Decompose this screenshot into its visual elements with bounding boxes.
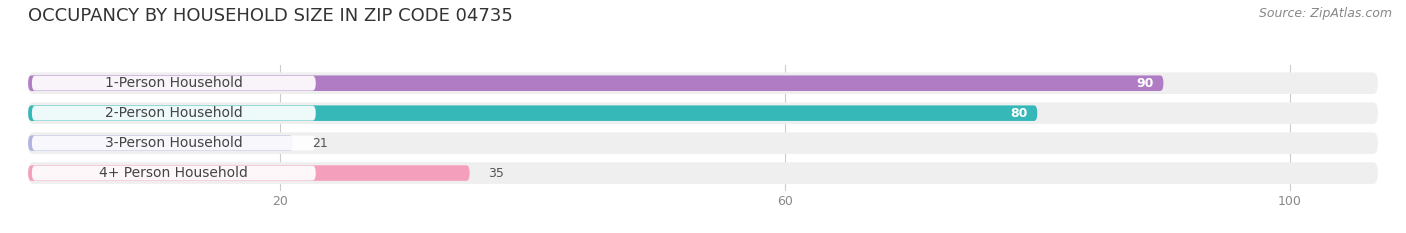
Text: 80: 80 [1010,107,1028,120]
FancyBboxPatch shape [28,165,470,181]
Text: 3-Person Household: 3-Person Household [105,136,243,150]
Text: 21: 21 [312,137,328,150]
FancyBboxPatch shape [28,132,1378,154]
Text: 4+ Person Household: 4+ Person Household [100,166,249,180]
Text: 35: 35 [488,167,505,180]
FancyBboxPatch shape [28,135,292,151]
FancyBboxPatch shape [28,102,1378,124]
Text: 90: 90 [1136,77,1153,90]
FancyBboxPatch shape [28,105,1038,121]
FancyBboxPatch shape [32,166,316,181]
Text: 1-Person Household: 1-Person Household [105,76,243,90]
FancyBboxPatch shape [28,162,1378,184]
Text: 2-Person Household: 2-Person Household [105,106,243,120]
FancyBboxPatch shape [32,136,316,151]
FancyBboxPatch shape [32,76,316,91]
FancyBboxPatch shape [32,106,316,120]
Text: Source: ZipAtlas.com: Source: ZipAtlas.com [1258,7,1392,20]
FancyBboxPatch shape [28,75,1163,91]
Text: OCCUPANCY BY HOUSEHOLD SIZE IN ZIP CODE 04735: OCCUPANCY BY HOUSEHOLD SIZE IN ZIP CODE … [28,7,513,25]
FancyBboxPatch shape [28,72,1378,94]
